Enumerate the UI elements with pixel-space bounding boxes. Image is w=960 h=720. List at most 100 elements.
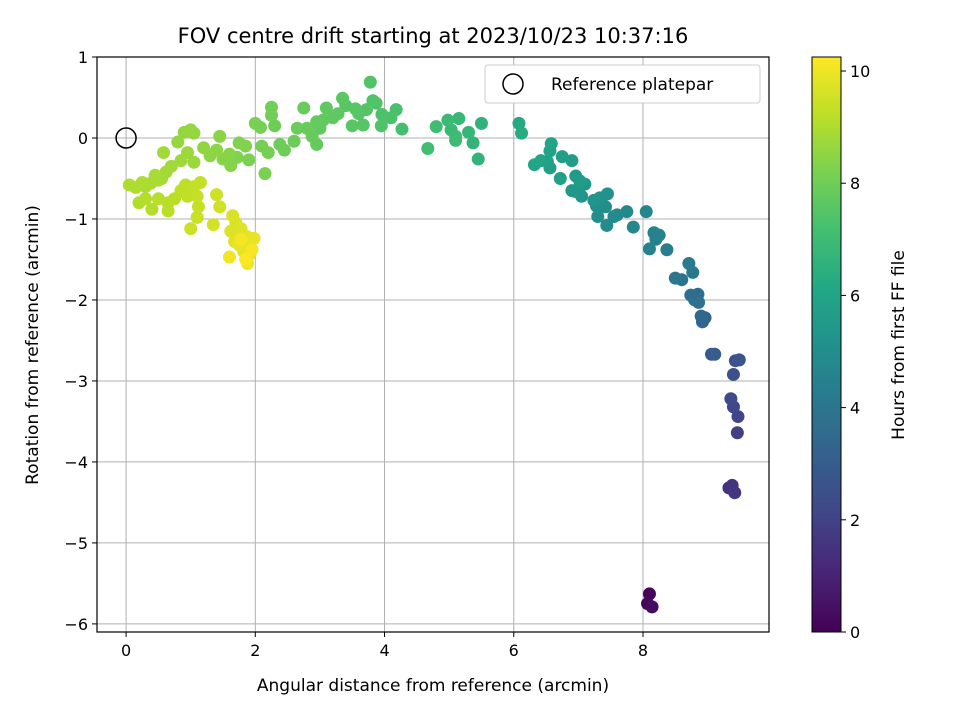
x-tick-label: 8 bbox=[638, 641, 648, 660]
data-point bbox=[544, 137, 558, 151]
y-tick-label: 0 bbox=[78, 129, 88, 148]
data-point bbox=[652, 228, 666, 242]
data-point bbox=[222, 250, 236, 264]
data-point bbox=[474, 116, 488, 130]
data-point bbox=[555, 150, 569, 164]
data-point bbox=[239, 252, 253, 266]
data-point bbox=[724, 392, 738, 406]
data-point bbox=[239, 139, 253, 153]
data-point bbox=[264, 108, 278, 122]
data-point bbox=[190, 189, 204, 203]
legend-marker bbox=[502, 73, 524, 95]
x-tick-label: 0 bbox=[121, 641, 131, 660]
y-tick-label: −5 bbox=[64, 534, 88, 553]
data-point bbox=[245, 243, 259, 257]
data-point bbox=[145, 202, 159, 216]
data-point bbox=[171, 135, 185, 149]
data-point bbox=[161, 204, 175, 218]
y-axis-ticks: 1 0 −1 −2 −3 −4 −5 −6 bbox=[64, 48, 97, 634]
data-point bbox=[213, 200, 227, 214]
data-point bbox=[210, 188, 224, 202]
data-point bbox=[336, 91, 350, 105]
data-point bbox=[193, 176, 207, 190]
data-point bbox=[471, 152, 485, 166]
data-point bbox=[591, 210, 605, 224]
data-point bbox=[682, 257, 696, 271]
data-point bbox=[287, 134, 301, 148]
legend-label: Reference platepar bbox=[551, 75, 713, 95]
data-point bbox=[138, 192, 152, 206]
data-point bbox=[728, 486, 742, 500]
y-tick-label: −3 bbox=[64, 372, 88, 391]
data-point bbox=[290, 121, 304, 135]
x-tick-label: 6 bbox=[509, 641, 519, 660]
data-point bbox=[122, 178, 136, 192]
data-point bbox=[242, 153, 256, 167]
data-point bbox=[645, 600, 659, 614]
data-point bbox=[268, 119, 282, 133]
data-point bbox=[421, 142, 435, 156]
x-axis-ticks: 0 2 4 6 8 bbox=[121, 632, 648, 660]
data-point bbox=[660, 243, 674, 257]
reference-point-marker bbox=[115, 127, 137, 149]
data-point bbox=[184, 123, 198, 137]
data-point bbox=[731, 410, 745, 424]
data-point bbox=[300, 121, 314, 135]
colorbar-tick-label: 4 bbox=[850, 399, 860, 418]
colorbar-label: Hours from first FF file bbox=[889, 250, 909, 440]
data-point bbox=[356, 118, 370, 132]
x-tick-label: 2 bbox=[250, 641, 260, 660]
data-point bbox=[642, 587, 656, 601]
data-point bbox=[515, 126, 529, 140]
data-point bbox=[184, 222, 198, 236]
legend: Reference platepar bbox=[484, 64, 761, 104]
data-point bbox=[694, 309, 708, 323]
data-point bbox=[197, 141, 211, 155]
data-point bbox=[553, 171, 567, 185]
colorbar: 0 2 4 6 8 10 Hours from first FF file bbox=[811, 56, 909, 642]
colorbar-ticks: 0 2 4 6 8 10 bbox=[841, 62, 870, 642]
data-point bbox=[732, 353, 746, 367]
data-point bbox=[429, 120, 443, 134]
data-point bbox=[187, 155, 201, 169]
y-tick-label: −2 bbox=[64, 291, 88, 310]
y-tick-label: −6 bbox=[64, 615, 88, 634]
plot-frame bbox=[96, 56, 770, 633]
data-point bbox=[587, 193, 601, 207]
data-point bbox=[600, 218, 614, 232]
data-point bbox=[692, 295, 706, 309]
data-point bbox=[730, 426, 744, 440]
data-points bbox=[122, 75, 746, 614]
colorbar-gradient bbox=[812, 57, 841, 632]
data-point bbox=[512, 116, 526, 130]
x-axis-label: Angular distance from reference (arcmin) bbox=[257, 676, 609, 696]
data-point bbox=[375, 108, 389, 121]
data-point bbox=[273, 137, 287, 151]
data-point bbox=[310, 115, 324, 129]
data-point bbox=[174, 154, 188, 168]
data-point bbox=[363, 75, 377, 89]
data-point bbox=[626, 220, 640, 234]
data-point bbox=[607, 210, 621, 224]
data-point bbox=[255, 139, 269, 153]
data-point bbox=[247, 231, 261, 245]
data-point bbox=[297, 101, 311, 115]
data-point bbox=[565, 184, 579, 198]
data-point bbox=[527, 158, 541, 172]
data-point bbox=[726, 367, 740, 381]
data-point bbox=[180, 189, 194, 203]
data-point bbox=[366, 94, 380, 108]
data-point bbox=[466, 136, 480, 150]
data-point bbox=[708, 347, 722, 361]
y-tick-label: −1 bbox=[64, 210, 88, 229]
plot-area bbox=[97, 57, 769, 632]
colorbar-tick-label: 10 bbox=[850, 62, 870, 81]
data-point bbox=[191, 200, 205, 214]
chart-title: FOV centre drift starting at 2023/10/23 … bbox=[178, 24, 689, 48]
data-point bbox=[234, 232, 248, 246]
data-point bbox=[319, 101, 333, 115]
data-point bbox=[157, 146, 171, 160]
colorbar-tick-label: 2 bbox=[850, 511, 860, 530]
colorbar-tick-label: 0 bbox=[850, 623, 860, 642]
